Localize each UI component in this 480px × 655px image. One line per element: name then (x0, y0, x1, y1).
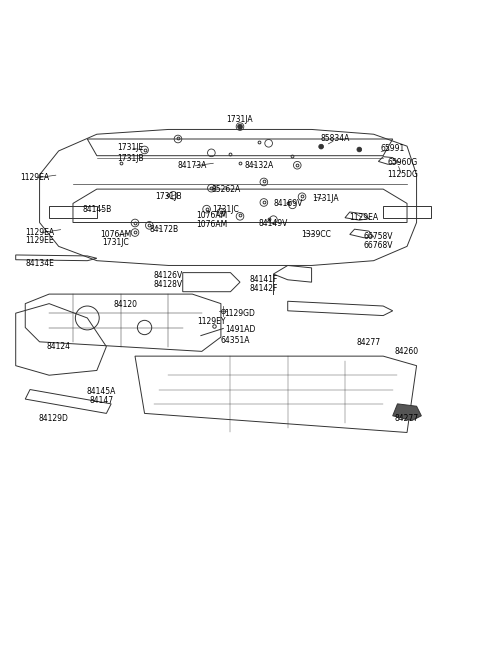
Text: 84145B: 84145B (82, 204, 111, 214)
Polygon shape (393, 404, 421, 421)
Text: 1731JB: 1731JB (117, 153, 144, 162)
Text: 84128V: 84128V (154, 280, 183, 289)
Text: 84142F: 84142F (250, 284, 278, 293)
Text: 85262A: 85262A (211, 185, 240, 194)
Text: 84277: 84277 (357, 338, 381, 347)
Text: 84120: 84120 (113, 300, 137, 309)
Text: 1076AM: 1076AM (100, 230, 132, 239)
Text: 1129EA: 1129EA (20, 173, 49, 181)
Circle shape (319, 144, 324, 149)
Circle shape (238, 124, 242, 129)
Text: 84147: 84147 (90, 396, 114, 405)
Text: 1491AD: 1491AD (225, 326, 255, 335)
Text: 84129D: 84129D (39, 414, 69, 422)
Text: 1731JA: 1731JA (312, 194, 339, 203)
Text: 85834A: 85834A (321, 134, 350, 143)
Text: 66758V: 66758V (364, 233, 393, 241)
Text: 84141F: 84141F (250, 275, 278, 284)
Text: 1129EA: 1129EA (25, 227, 54, 236)
Text: 84173A: 84173A (178, 160, 207, 170)
Text: 84145A: 84145A (87, 387, 116, 396)
Text: 1731JB: 1731JB (155, 192, 182, 201)
Text: 1731JC: 1731JC (212, 204, 239, 214)
Text: 1339CC: 1339CC (301, 230, 331, 239)
Text: 84124: 84124 (47, 342, 71, 351)
Circle shape (357, 147, 362, 152)
Text: 1731JA: 1731JA (227, 115, 253, 124)
Text: 84172B: 84172B (149, 225, 178, 234)
Text: 1731JE: 1731JE (117, 143, 144, 151)
Text: 84149V: 84149V (259, 219, 288, 228)
Text: 84169V: 84169V (273, 199, 302, 208)
Text: 1731JC: 1731JC (103, 238, 129, 247)
Text: 84260: 84260 (395, 347, 419, 356)
Text: 1129EE: 1129EE (25, 236, 54, 245)
Text: 84134E: 84134E (25, 259, 54, 268)
Text: 84126V: 84126V (154, 271, 183, 280)
Text: 1076AM: 1076AM (196, 220, 227, 229)
Text: 84132A: 84132A (244, 160, 274, 170)
Text: 1125DG: 1125DG (387, 170, 418, 179)
Text: 66768V: 66768V (364, 241, 393, 250)
Text: 64351A: 64351A (220, 337, 250, 345)
Text: 65991: 65991 (381, 144, 405, 153)
Text: 84277: 84277 (395, 414, 419, 422)
Text: 1129EA: 1129EA (349, 214, 379, 222)
Text: 1076AM: 1076AM (196, 211, 227, 220)
Text: 1129GD: 1129GD (225, 309, 255, 318)
Text: 65960G: 65960G (387, 159, 418, 168)
Text: 1129EY: 1129EY (197, 317, 226, 326)
